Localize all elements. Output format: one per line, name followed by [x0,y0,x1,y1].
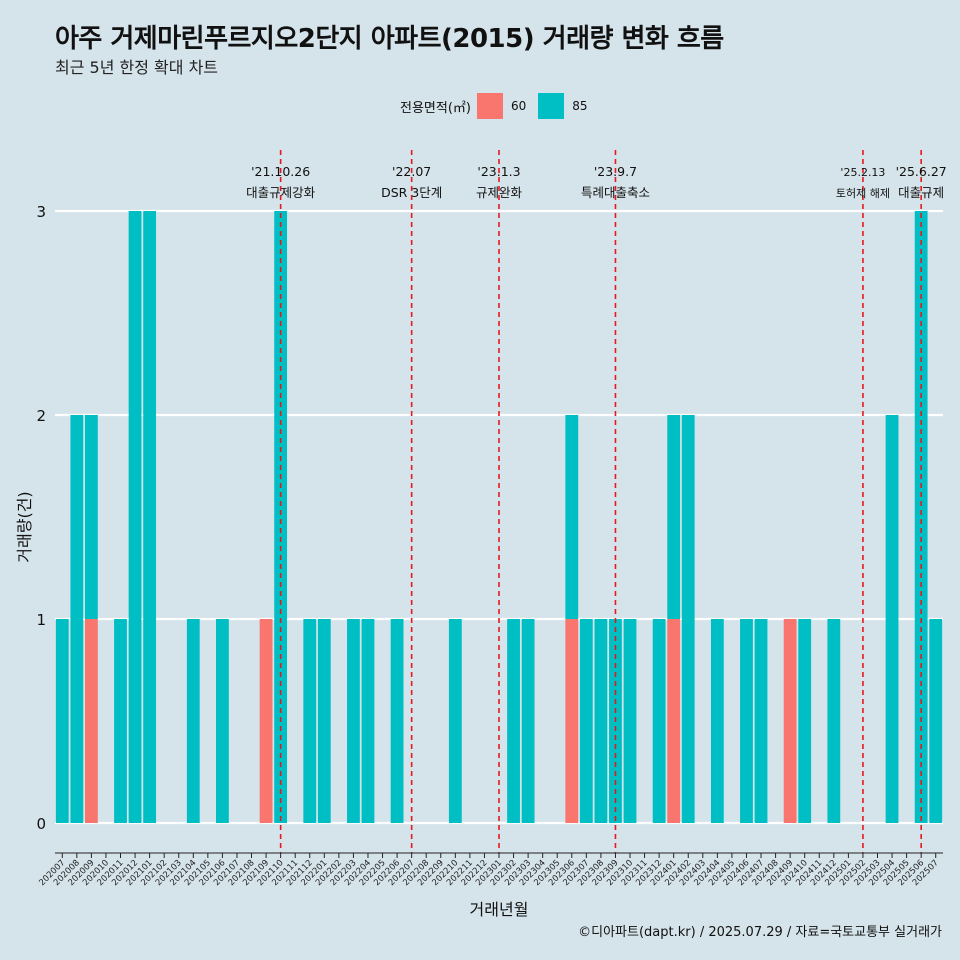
bar-85-202504 [885,415,899,823]
x-axis-title: 거래년월 [470,900,529,919]
bar-85-202204 [361,619,375,823]
y-tick-label: 0 [36,815,46,833]
event-date-label: '21.10.26 [251,164,310,179]
bar-85-202007 [55,619,69,823]
event-label: 특례대출축소 [581,185,650,200]
event-label: DSR 3단계 [381,185,442,200]
y-tick-label: 3 [36,203,46,221]
bar-85-202011 [114,619,127,823]
bar-85-202506 [914,211,928,823]
chart-title: 아주 거제마린푸르지오2단지 아파트(2015) 거래량 변화 흐름 [55,24,724,54]
source-caption: ©디아파트(dapt.kr) / 2025.07.29 / 자료=국토교통부 실… [578,925,942,940]
bar-85-202206 [390,619,404,823]
bar-85-202507 [929,619,943,823]
bar-85-202112 [303,619,317,823]
bar-85-202104 [186,619,200,823]
bar-85-202307 [579,619,593,823]
bar-60-202109 [259,619,273,823]
bar-85-202402 [681,415,695,823]
bar-85-202302 [507,619,520,823]
bar-85-202404 [710,619,724,823]
event-label: 토허제 해제 [836,186,890,200]
event-label: 대출규제강화 [246,185,316,200]
y-tick-label: 1 [36,611,46,629]
bar-60-202009 [84,619,98,823]
bar-60-202401 [667,619,681,823]
legend-label-85: 85 [572,99,588,113]
event-date-label: '23.1.3 [477,164,520,179]
event-label: 대출규제 [898,185,944,200]
event-date-label: '25.2.13 [840,166,885,179]
bar-85-202306 [565,415,579,619]
bar-85-202406 [740,619,753,823]
event-label: 규제완화 [476,185,523,200]
bar-85-202310 [623,619,637,823]
bar-85-202008 [70,415,84,823]
y-axis-title: 거래량(건) [15,491,34,562]
bar-85-202312 [652,619,666,823]
bar-85-202308 [594,619,608,823]
bar-85-202106 [216,619,229,823]
bar-85-202101 [143,211,157,823]
event-date-label: '23.9.7 [594,164,637,179]
bar-85-202210 [448,619,462,823]
bar-85-202401 [667,415,681,619]
legend-label-60: 60 [510,99,527,113]
bar-85-202201 [317,619,331,823]
legend-title: 전용면적(㎡) [400,100,471,116]
event-date-label: '22.07 [392,164,431,179]
bar-85-202407 [754,619,768,823]
bar-85-202410 [798,619,812,823]
bar-85-202303 [521,619,535,823]
legend: 전용면적(㎡) 60 85 [400,93,594,119]
bar-85-202012 [128,211,142,823]
bar-85-202412 [827,619,841,823]
event-date-label: '25.6.27 [896,164,947,179]
legend-key-85 [538,93,565,119]
chart-subtitle: 최근 5년 한정 확대 차트 [55,58,219,77]
y-tick-label: 2 [36,407,46,425]
bar-60-202409 [783,619,797,823]
bar-85-202110 [274,211,288,823]
bar-60-202306 [565,619,579,823]
bar-85-202203 [347,619,360,823]
bar-85-202009 [84,415,98,619]
legend-key-60 [476,93,503,119]
